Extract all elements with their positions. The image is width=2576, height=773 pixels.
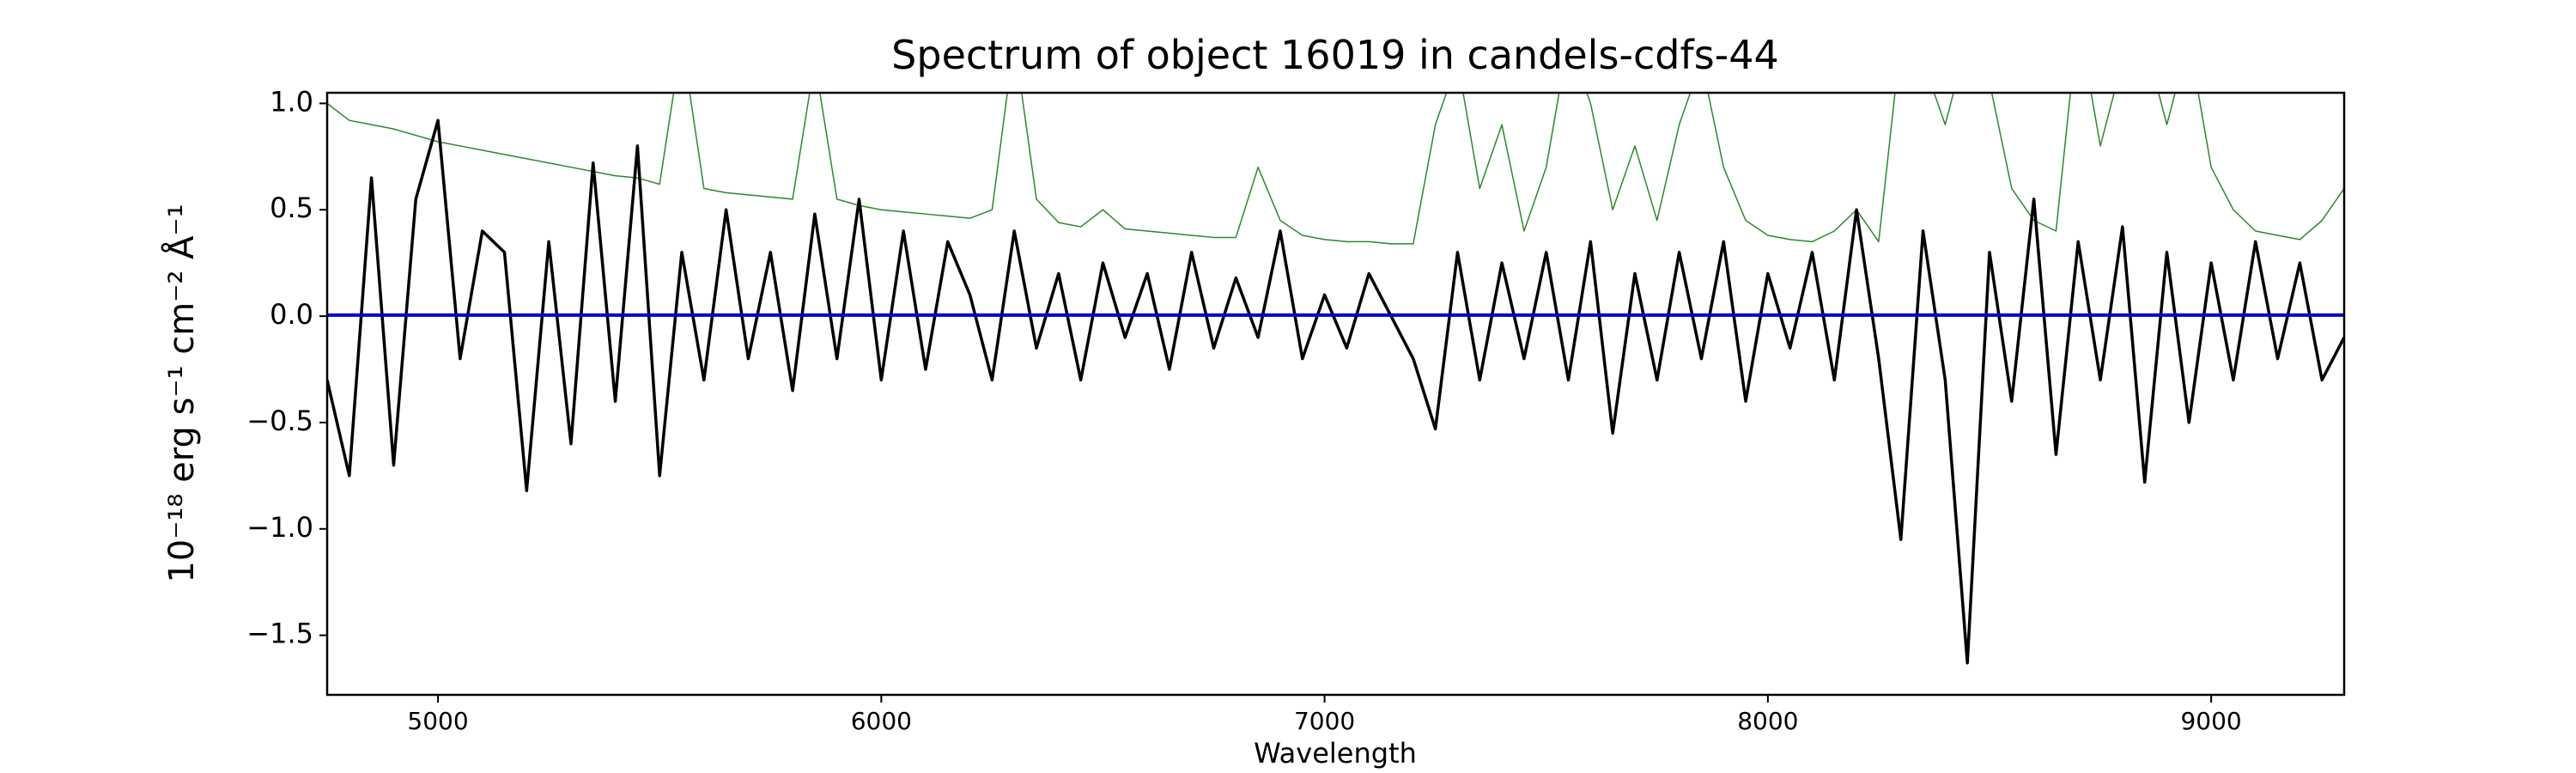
- y-tick-label: −1.0: [246, 511, 313, 544]
- spectrum-line: [327, 119, 2344, 665]
- spectrum-line: [327, 93, 2344, 245]
- y-axis-label: 10⁻¹⁸ erg s⁻¹ cm⁻² Å⁻¹: [161, 204, 202, 582]
- x-tick-label: 9000: [2180, 707, 2241, 735]
- x-tick-label: 5000: [407, 707, 468, 735]
- x-tick-label: 7000: [1294, 707, 1355, 735]
- chart-title: Spectrum of object 16019 in candels-cdfs…: [891, 32, 1779, 78]
- x-axis-label: Wavelength: [1254, 737, 1417, 770]
- y-tick-label: 1.0: [270, 85, 313, 118]
- y-tick-label: −0.5: [246, 405, 313, 437]
- x-tick-label: 6000: [851, 707, 912, 735]
- plot-frame: [325, 91, 2346, 697]
- y-tick-label: −1.5: [246, 618, 313, 650]
- y-tick-label: 0.5: [270, 192, 313, 224]
- plot-area: [327, 93, 2344, 665]
- y-tick-label: 0.0: [270, 298, 313, 331]
- x-tick-label: 8000: [1737, 707, 1798, 735]
